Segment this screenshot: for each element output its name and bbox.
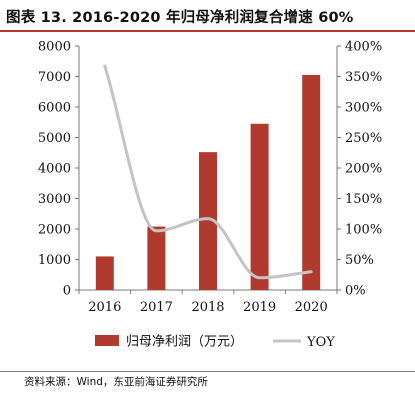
y2-tick-label: 100% [345, 223, 382, 238]
y2-tick-label: 400% [345, 40, 382, 55]
bar-profit [250, 123, 269, 291]
chart-title: 图表 13. 2016-2020 年归母净利润复合增速 60% [6, 10, 354, 26]
y2-tick-label: 300% [345, 101, 382, 116]
y-tick-label: 6000 [38, 101, 71, 116]
y2-tick-label: 50% [345, 253, 374, 268]
y-tick-label: 7000 [38, 70, 71, 85]
x-tick-label: 2020 [295, 300, 328, 315]
x-tick-label: 2016 [88, 300, 121, 315]
y2-tick-label: 150% [345, 192, 382, 207]
source-divider [0, 371, 415, 372]
y-tick-label: 2000 [38, 223, 71, 238]
y2-tick-label: 200% [345, 162, 382, 177]
bar-profit [199, 152, 217, 290]
legend-label-profit: 归母净利润（万元） [126, 335, 243, 350]
y-tick-label: 5000 [38, 131, 71, 146]
x-tick-label: 2017 [140, 300, 173, 315]
y2-tick-label: 350% [345, 70, 382, 85]
source-note: 资料来源：Wind，东亚前海证券研究所 [24, 376, 208, 388]
title-divider [0, 30, 415, 32]
line-yoy [103, 64, 313, 280]
bar-profit [147, 226, 166, 290]
bar-profit [95, 256, 114, 290]
y-tick-label: 4000 [38, 162, 71, 177]
y2-tick-label: 250% [345, 131, 382, 146]
y-tick-label: 0 [63, 284, 71, 299]
y-tick-label: 1000 [38, 253, 71, 268]
bar-profit [302, 74, 321, 290]
legend-swatch-profit [95, 335, 119, 346]
y-tick-label: 3000 [38, 192, 71, 207]
x-tick-label: 2019 [243, 300, 276, 315]
y2-tick-label: 0% [345, 284, 366, 299]
chart: 0 1000 2000 3000 4000 5000 6000 7000 8000 0% 50% 10… [38, 40, 382, 351]
x-tick-label: 2018 [191, 300, 224, 315]
legend-label-yoy: YOY [306, 335, 335, 350]
y-tick-label: 8000 [38, 40, 71, 55]
